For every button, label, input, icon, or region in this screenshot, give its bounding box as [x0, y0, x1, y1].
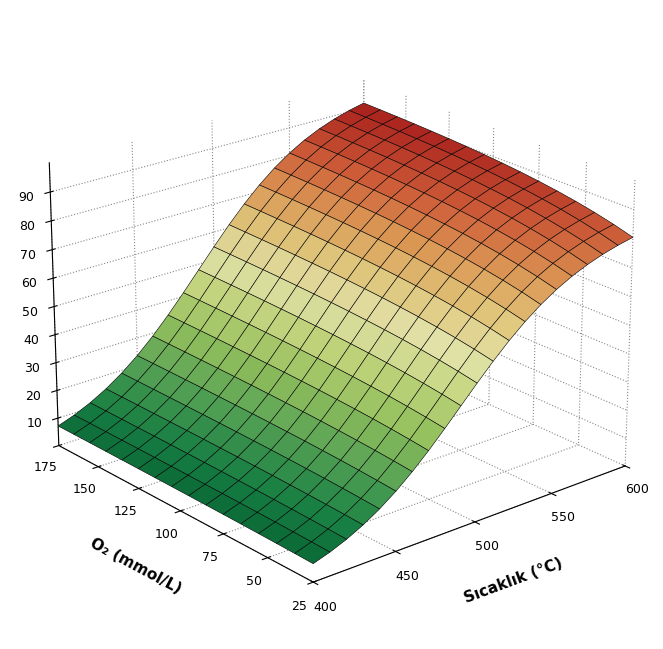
X-axis label: Sıcaklık (°C): Sıcaklık (°C) [462, 556, 565, 606]
Y-axis label: O₂ (mmol/L): O₂ (mmol/L) [87, 535, 184, 596]
